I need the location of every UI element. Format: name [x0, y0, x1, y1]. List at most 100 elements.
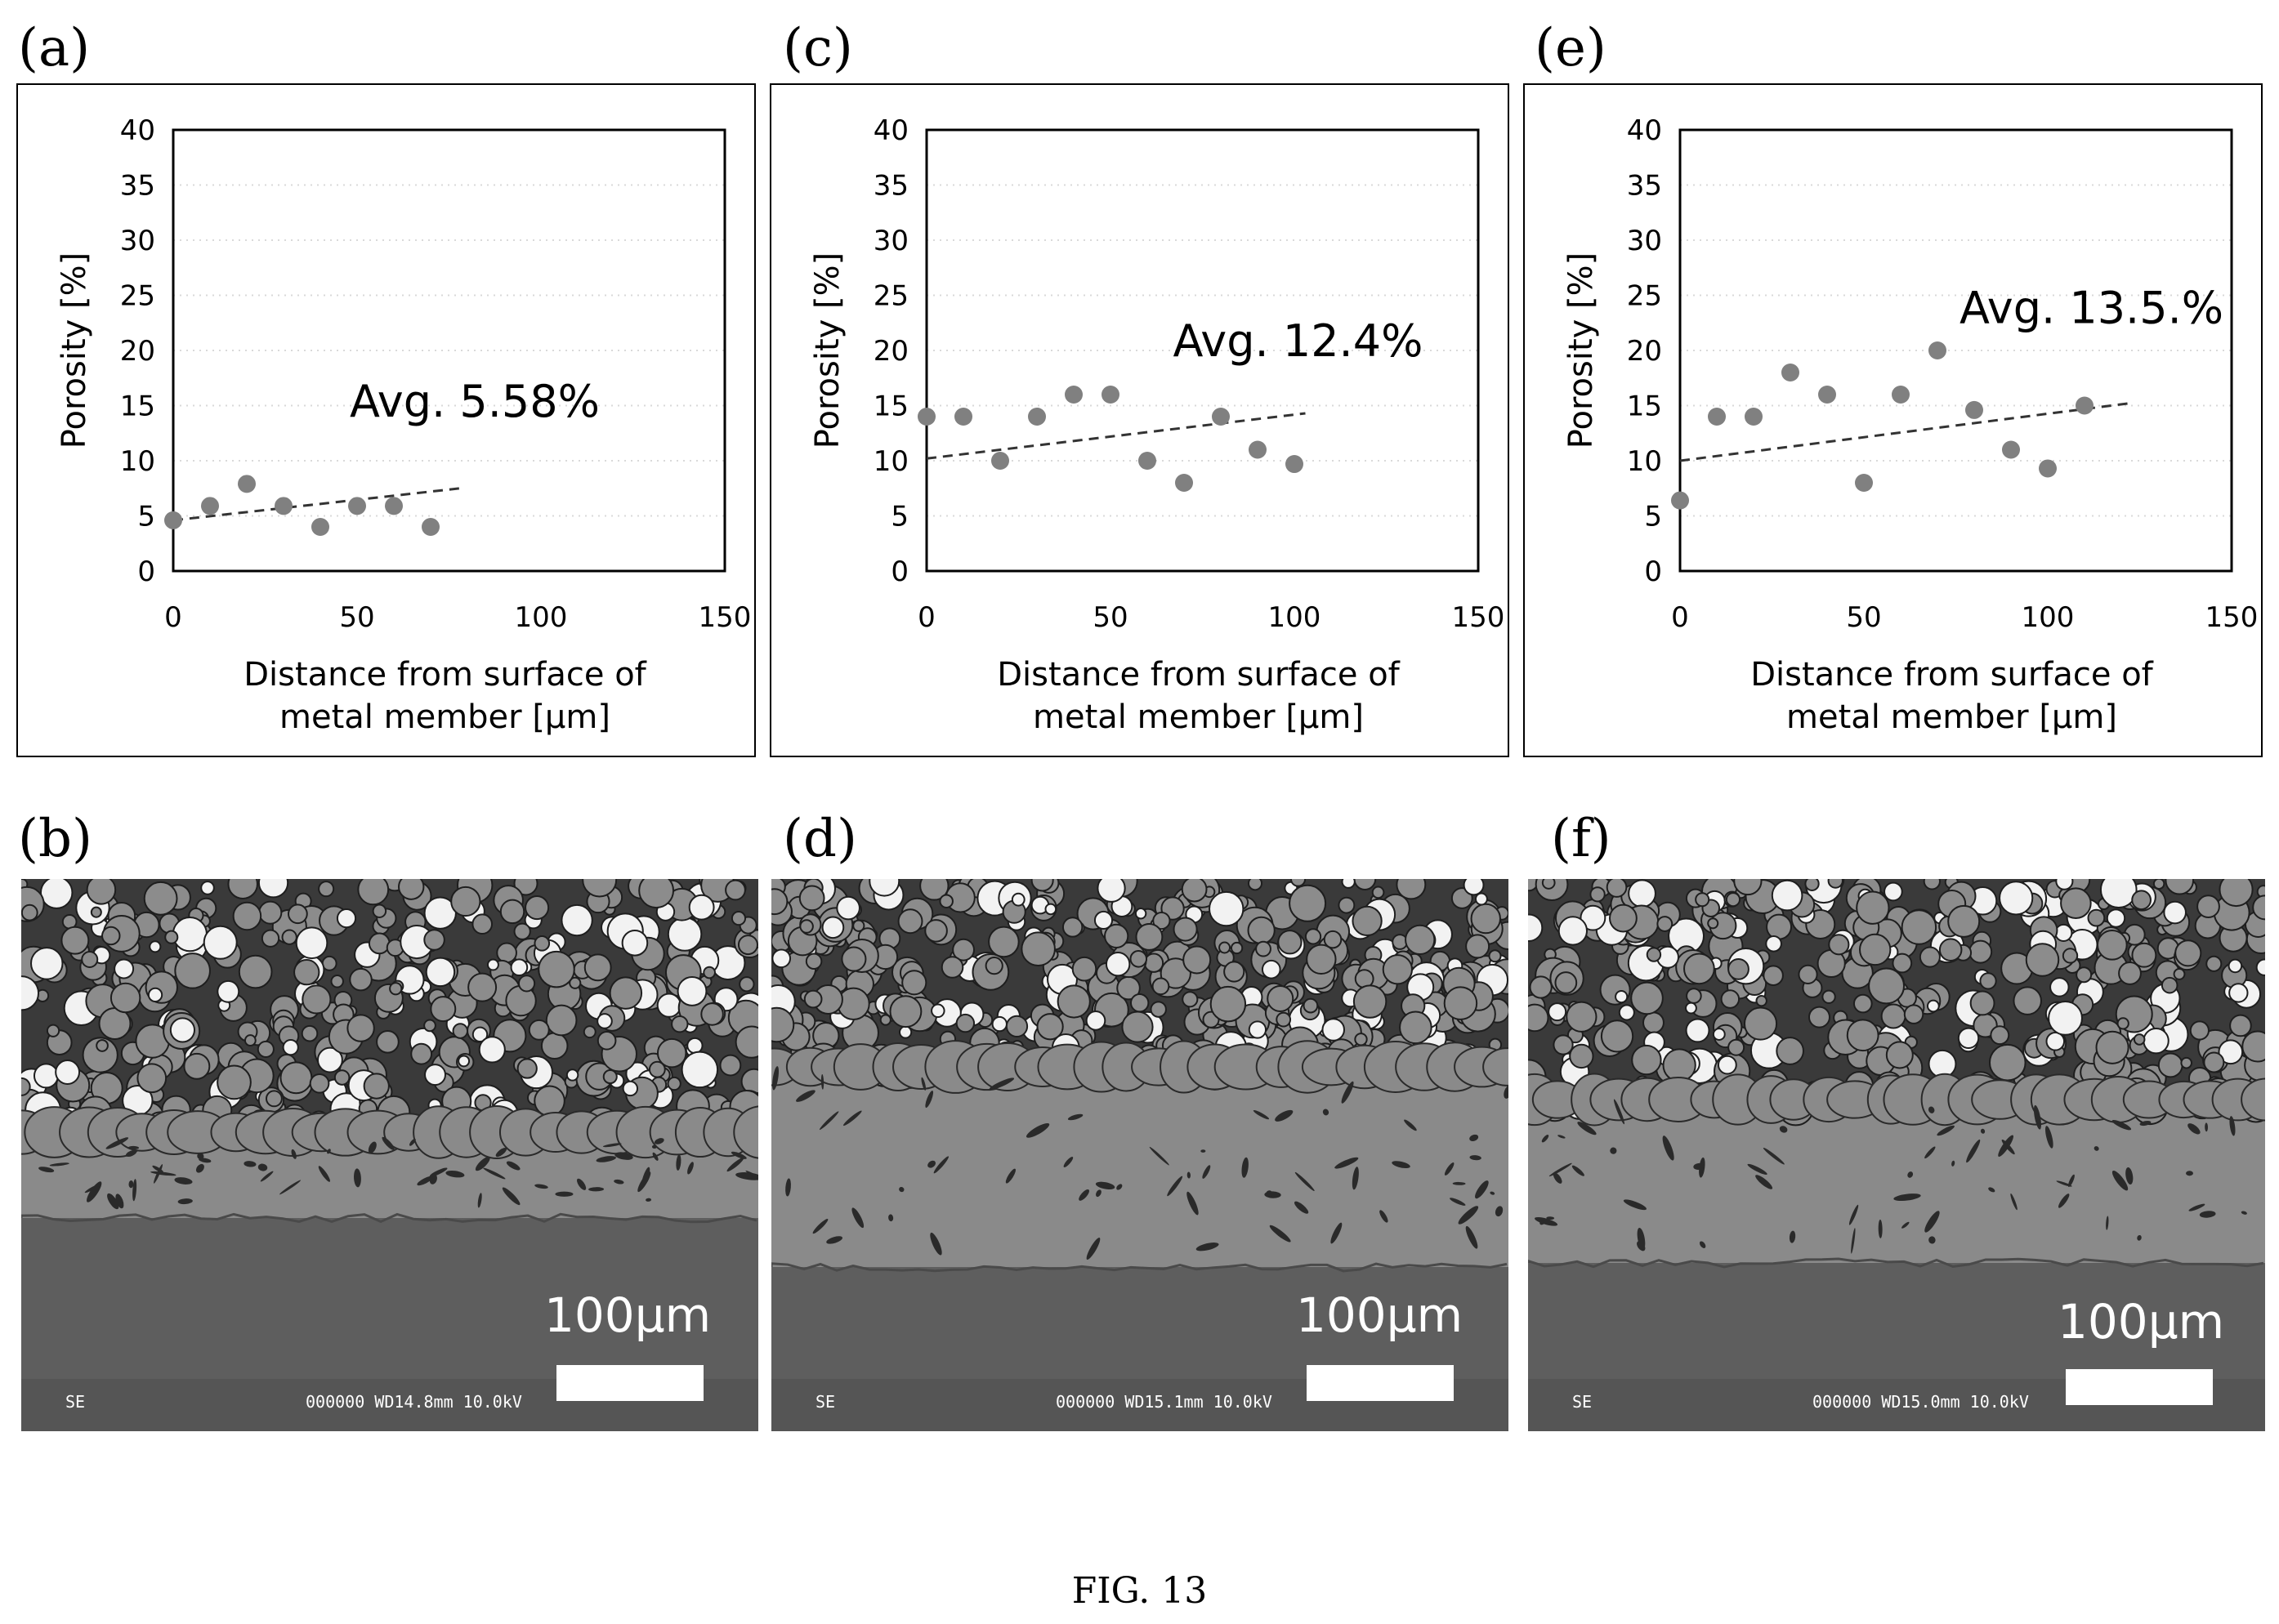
- particle: [841, 946, 867, 972]
- particle: [478, 1036, 506, 1064]
- particle: [985, 957, 1003, 975]
- pore: [2188, 1203, 2205, 1211]
- scale-bar-label: 100μm: [544, 1287, 712, 1343]
- plot-area-border: [1678, 128, 2233, 573]
- data-point: [1102, 386, 1119, 404]
- particle: [21, 1077, 31, 1096]
- pore: [1469, 1134, 1479, 1142]
- data-point: [2039, 459, 2057, 478]
- pore: [1763, 1147, 1785, 1165]
- particle: [1151, 977, 1170, 996]
- pore: [409, 1138, 416, 1146]
- particle: [1304, 928, 1322, 945]
- pore: [502, 1187, 521, 1206]
- y-tick-label: 30: [1627, 225, 1662, 257]
- data-point: [164, 511, 182, 529]
- particle: [1371, 886, 1385, 899]
- particle: [1990, 1025, 2010, 1046]
- particle: [333, 1069, 351, 1086]
- particle: [2219, 879, 2254, 908]
- particle: [1885, 1041, 1914, 1069]
- particle: [688, 894, 715, 921]
- particle: [1021, 931, 1056, 966]
- pore: [1928, 1106, 1935, 1113]
- sem-d-texture: [771, 879, 1508, 1431]
- data-point: [1855, 474, 1873, 492]
- particle: [1474, 892, 1488, 906]
- particle: [1600, 1019, 1634, 1053]
- scale-bar: [1307, 1365, 1454, 1401]
- particle: [1528, 1003, 1549, 1033]
- particle: [941, 956, 964, 979]
- particle: [1097, 879, 1126, 903]
- particle: [1036, 1013, 1064, 1041]
- pore: [127, 1145, 140, 1150]
- particle: [1057, 984, 1091, 1019]
- data-point: [1249, 440, 1267, 459]
- particle: [1248, 1020, 1267, 1039]
- pore: [555, 1191, 574, 1197]
- particle: [1631, 1044, 1662, 1076]
- pore: [1379, 1210, 1388, 1223]
- particle: [330, 975, 344, 988]
- plot-area-border: [925, 128, 1480, 573]
- particle: [1135, 923, 1164, 951]
- data-point: [1708, 408, 1726, 426]
- pore: [652, 1152, 659, 1161]
- pore: [38, 1167, 55, 1173]
- chart-c-frame: 0 5 10 15 20 25 30 35 40 0 50 100 150 Distance from s…: [770, 83, 1509, 757]
- pore: [1079, 1189, 1089, 1201]
- particle: [1470, 903, 1501, 935]
- data-point: [991, 452, 1009, 470]
- pore: [1924, 1211, 1940, 1233]
- particle: [203, 925, 238, 960]
- particle: [1548, 1002, 1567, 1022]
- particle: [21, 975, 40, 1011]
- y-tick-label: 0: [891, 555, 909, 588]
- particle: [597, 1031, 617, 1051]
- particle: [279, 1061, 313, 1095]
- scale-bar-label: 100μm: [1296, 1287, 1463, 1343]
- particle: [336, 908, 357, 929]
- pore: [477, 1193, 482, 1208]
- sem-info-bar: SE 000000 WD15.0mm 10.0kV: [1528, 1379, 2265, 1431]
- particle: [1129, 950, 1148, 968]
- particle: [667, 917, 703, 952]
- particle: [376, 1029, 400, 1054]
- pore: [105, 1137, 129, 1149]
- pore: [1495, 1206, 1504, 1217]
- pore: [933, 1156, 950, 1174]
- particle: [258, 900, 283, 925]
- pore: [2186, 1171, 2193, 1176]
- average-annotation: Avg. 12.4%: [1173, 315, 1423, 367]
- particle: [1396, 879, 1427, 900]
- sem-detector-label: SE: [1572, 1392, 1593, 1412]
- data-point: [2002, 440, 2020, 459]
- particle: [232, 901, 262, 931]
- pore: [925, 1091, 934, 1109]
- pore: [1848, 1204, 1859, 1225]
- pore: [1789, 1230, 1796, 1243]
- x-tick-label: 100: [1268, 601, 1321, 634]
- particle: [293, 958, 320, 986]
- pore: [1452, 1181, 1466, 1185]
- plot-area-border: [172, 128, 726, 573]
- particle: [656, 1037, 687, 1069]
- particle: [1755, 994, 1767, 1007]
- particle: [1011, 892, 1026, 907]
- pore: [368, 1141, 377, 1153]
- grain: [733, 1105, 758, 1159]
- particle: [149, 940, 162, 953]
- pore: [1980, 1128, 1986, 1134]
- particle: [1121, 1011, 1154, 1043]
- data-point: [275, 497, 293, 515]
- particle: [281, 929, 297, 945]
- pore: [1186, 1191, 1199, 1216]
- particle: [1255, 940, 1271, 957]
- sem-detector-label: SE: [816, 1392, 836, 1412]
- sem-image-d: 100μm SE 000000 WD15.1mm 10.0kV: [771, 879, 1508, 1431]
- coating-layer: [771, 1059, 1508, 1267]
- pore: [1924, 1146, 1936, 1159]
- average-annotation: Avg. 5.58%: [350, 376, 600, 427]
- particle: [1085, 1011, 1106, 1031]
